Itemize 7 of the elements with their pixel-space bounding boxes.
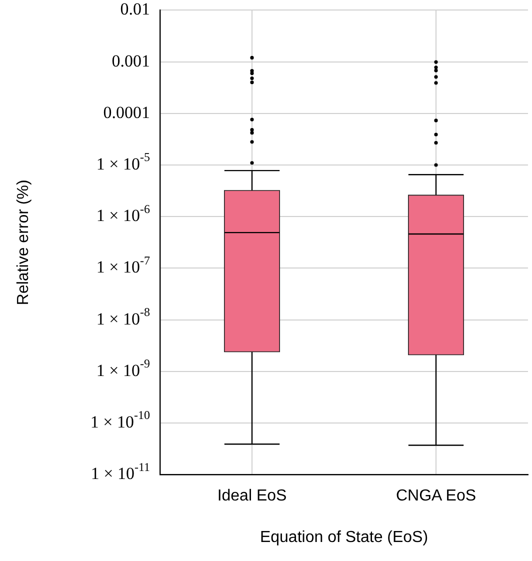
y-tick-label: 0.0001: [103, 102, 150, 122]
x-tick-label: CNGA EoS: [396, 488, 476, 505]
y-tick-label: 0.001: [112, 51, 150, 70]
x-tick-label: Ideal EoS: [217, 488, 287, 505]
y-axis-title: Relative error (%): [15, 180, 32, 306]
x-axis-title: Equation of State (EoS): [260, 528, 428, 546]
y-tick-label: 0.01: [120, 0, 150, 19]
